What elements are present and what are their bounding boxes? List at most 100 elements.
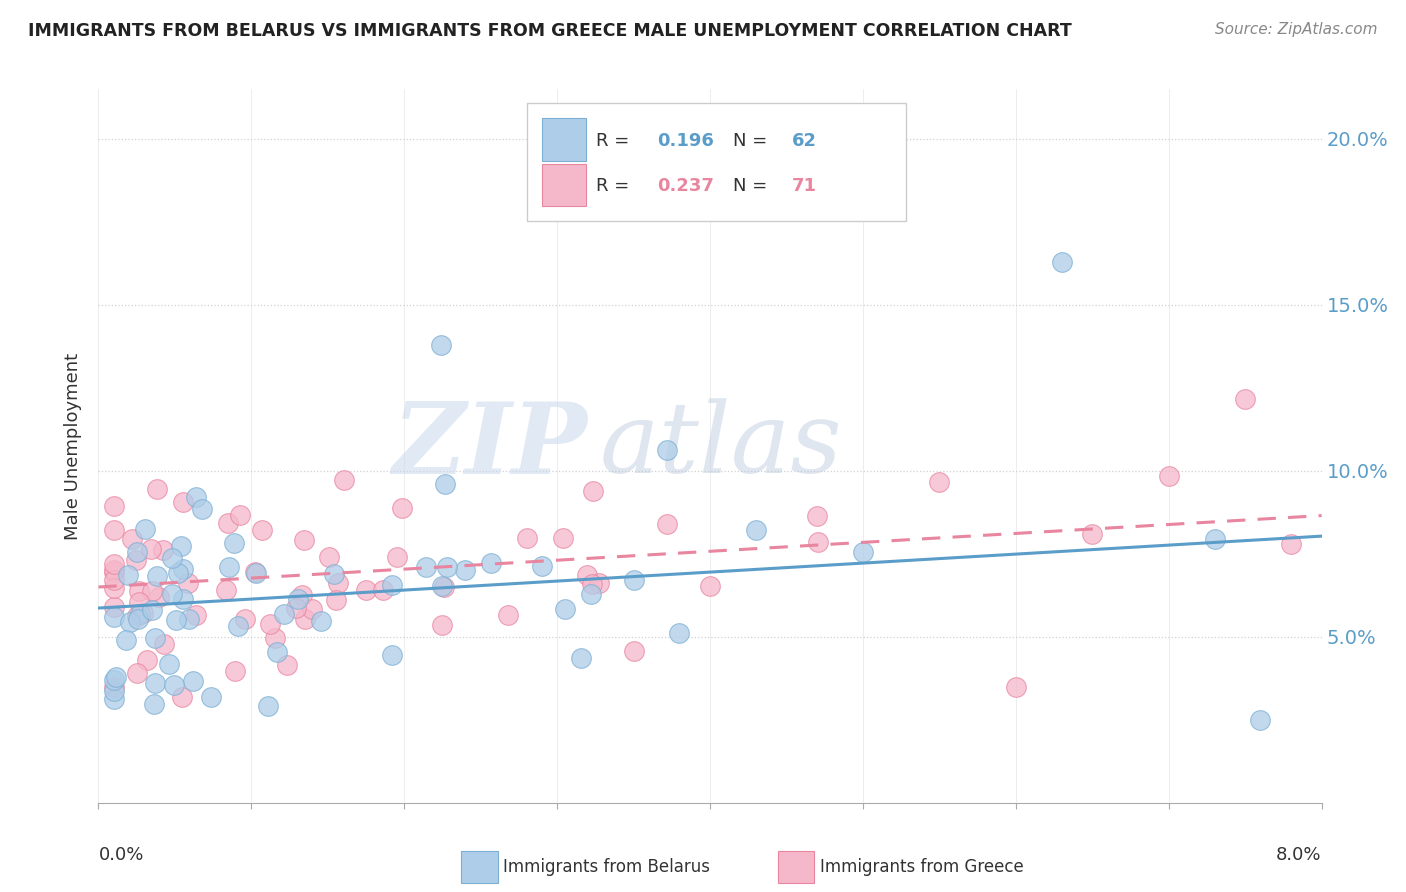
Point (381, 648, 404, 663)
Point (429, 338, 451, 352)
Text: Source: ZipAtlas.com: Source: ZipAtlas.com (1215, 22, 1378, 37)
Point (354, 583, 377, 598)
Text: Immigrants from Greece: Immigrants from Greece (820, 858, 1024, 876)
Text: R =: R = (596, 132, 636, 150)
Point (745, 524, 768, 538)
Point (129, 607, 152, 622)
Point (436, 560, 458, 574)
Point (569, 651, 592, 665)
Point (381, 578, 404, 592)
Point (177, 575, 200, 590)
Point (284, 601, 307, 615)
Point (103, 680, 125, 694)
Point (588, 576, 610, 591)
Point (273, 607, 295, 622)
Point (222, 535, 245, 549)
Point (623, 573, 645, 587)
Point (128, 595, 150, 609)
Point (127, 666, 149, 681)
Text: Immigrants from Belarus: Immigrants from Belarus (503, 858, 710, 876)
Point (153, 637, 176, 651)
Text: IMMIGRANTS FROM BELARUS VS IMMIGRANTS FROM GREECE MALE UNEMPLOYMENT CORRELATION : IMMIGRANTS FROM BELARUS VS IMMIGRANTS FR… (28, 22, 1071, 40)
Point (373, 583, 395, 598)
Point (141, 603, 163, 617)
Point (496, 607, 519, 622)
Point (170, 539, 193, 553)
Point (143, 632, 166, 646)
Point (554, 602, 576, 616)
Point (117, 568, 139, 582)
Point (1234, 392, 1257, 407)
Point (516, 532, 538, 546)
Text: ZIP: ZIP (392, 398, 588, 494)
Point (294, 612, 316, 626)
Point (263, 631, 285, 645)
Point (430, 579, 453, 593)
Text: 71: 71 (792, 178, 817, 195)
Point (104, 670, 127, 684)
Text: N =: N = (734, 132, 773, 150)
Point (385, 550, 408, 565)
Point (172, 495, 194, 509)
Point (323, 566, 346, 581)
Point (103, 558, 125, 572)
Point (103, 523, 125, 537)
Point (145, 676, 167, 690)
Point (146, 482, 169, 496)
Text: 0.196: 0.196 (658, 132, 714, 150)
Point (928, 475, 950, 490)
FancyBboxPatch shape (526, 103, 905, 221)
Point (184, 490, 207, 504)
Point (434, 476, 457, 491)
Point (325, 592, 347, 607)
Text: atlas: atlas (600, 399, 842, 493)
Point (479, 556, 502, 570)
Point (103, 673, 125, 687)
Point (454, 563, 477, 577)
Point (103, 692, 125, 706)
Point (391, 500, 413, 515)
Point (259, 617, 281, 632)
Point (103, 499, 125, 513)
Point (291, 588, 314, 602)
Text: 0.0%: 0.0% (98, 846, 143, 863)
Point (125, 609, 148, 624)
Point (326, 575, 349, 590)
Point (415, 559, 437, 574)
Point (581, 577, 603, 591)
Point (215, 583, 238, 598)
Point (125, 553, 148, 567)
Point (575, 568, 598, 582)
Point (668, 625, 690, 640)
Point (1157, 469, 1180, 483)
Point (162, 677, 184, 691)
Point (432, 580, 454, 594)
Point (172, 562, 194, 576)
Point (218, 560, 240, 574)
Point (309, 615, 332, 629)
Point (165, 613, 187, 627)
Point (143, 697, 166, 711)
Point (136, 653, 159, 667)
Point (141, 584, 163, 599)
Point (852, 545, 875, 559)
Point (250, 524, 273, 538)
Point (160, 586, 183, 600)
Point (103, 581, 125, 595)
Point (103, 600, 125, 615)
Point (157, 657, 180, 672)
Text: N =: N = (734, 178, 773, 195)
Point (657, 516, 679, 531)
Point (582, 484, 605, 499)
Point (103, 565, 125, 579)
Point (226, 619, 249, 633)
Point (172, 591, 194, 606)
Point (1004, 680, 1026, 694)
Point (177, 611, 200, 625)
Point (103, 563, 125, 577)
Point (531, 559, 554, 574)
Point (132, 606, 155, 620)
Point (245, 566, 267, 580)
Point (807, 534, 830, 549)
Point (806, 509, 828, 524)
